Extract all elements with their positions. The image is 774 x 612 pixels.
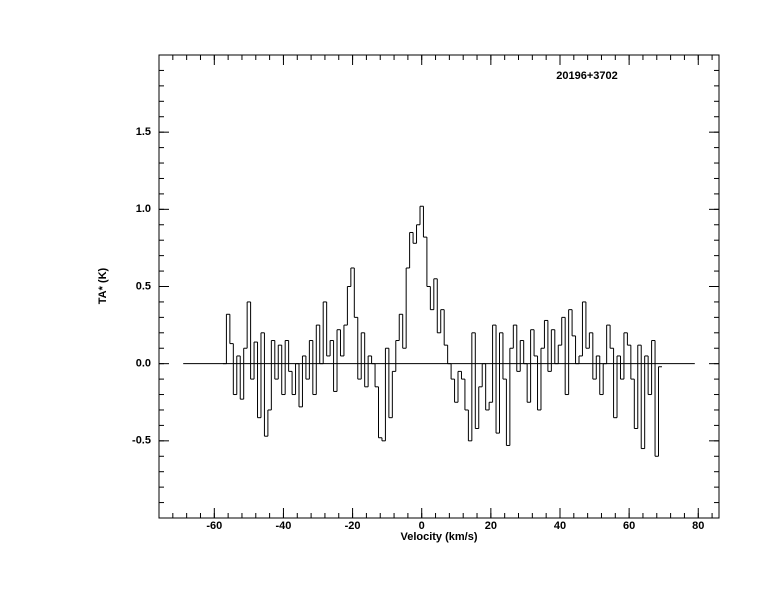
x-tick-label: 20: [485, 520, 497, 532]
x-tick-label: 80: [692, 520, 704, 532]
y-axis-label: TA* (K): [97, 267, 109, 304]
y-tick-label: -0.5: [132, 435, 151, 447]
x-tick-label: 0: [419, 520, 425, 532]
x-axis-label: Velocity (km/s): [400, 531, 477, 543]
x-tick-label: -20: [345, 520, 361, 532]
x-tick-label: 40: [554, 520, 566, 532]
y-tick-label: 0.5: [136, 280, 151, 292]
x-tick-label: -60: [206, 520, 222, 532]
plot-frame: [158, 54, 720, 519]
y-tick-label: 1.0: [136, 203, 151, 215]
annotation: 20196+3702: [556, 70, 617, 82]
x-tick-label: 60: [623, 520, 635, 532]
y-tick-label: 0.0: [136, 358, 151, 370]
x-tick-label: -40: [275, 520, 291, 532]
y-tick-label: 1.5: [136, 126, 151, 138]
